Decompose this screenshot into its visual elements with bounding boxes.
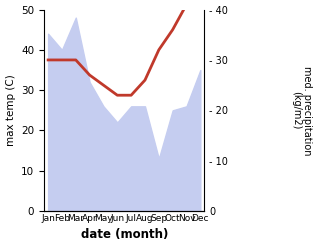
X-axis label: date (month): date (month) [80, 228, 168, 242]
Y-axis label: max temp (C): max temp (C) [5, 74, 16, 146]
Y-axis label: med. precipitation
(kg/m2): med. precipitation (kg/m2) [291, 66, 313, 155]
